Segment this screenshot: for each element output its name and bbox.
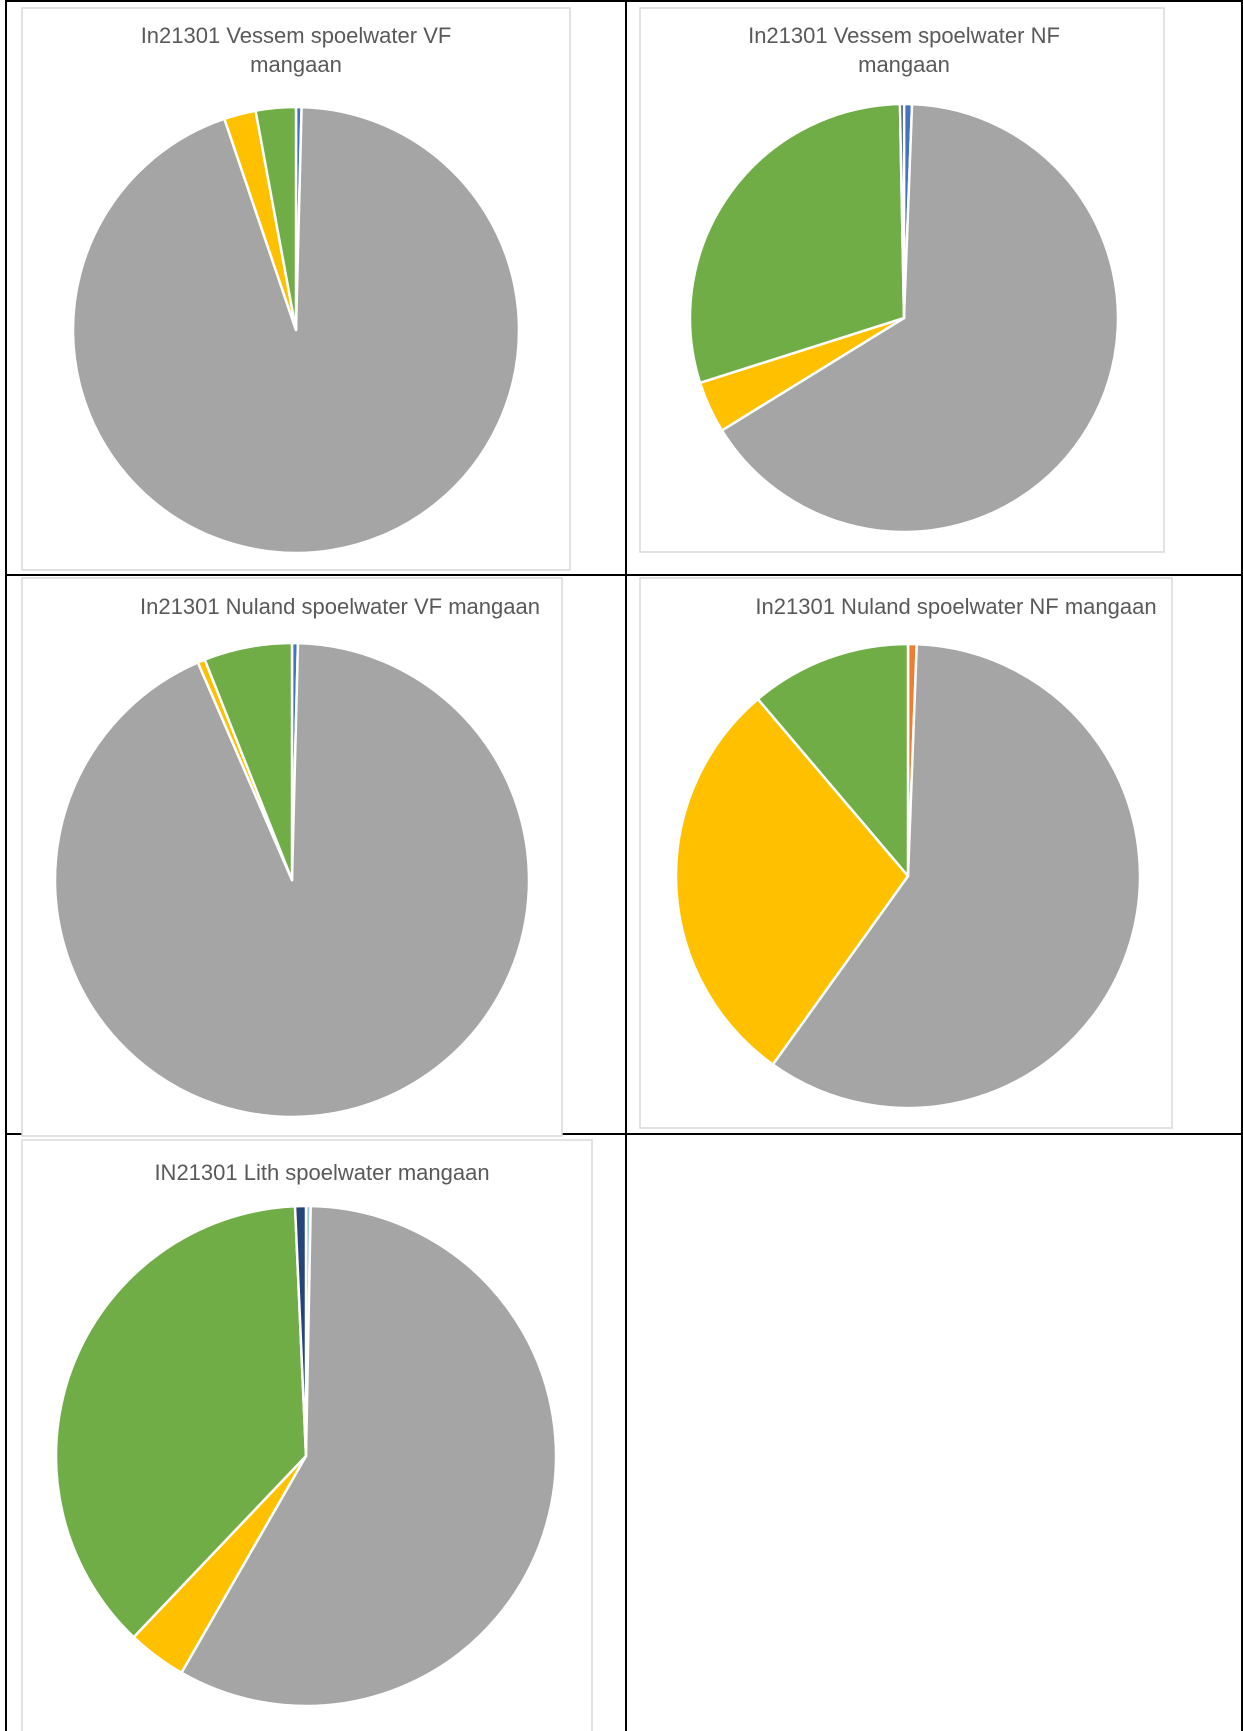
chart-1-slices [71, 105, 521, 555]
pie-slice-4-3 [674, 697, 910, 1066]
chart-2-slices [688, 102, 1120, 534]
chart-1-title-line-1: In21301 Vessem spoelwater VF [141, 23, 452, 48]
pie-slice-5-4 [54, 1204, 308, 1639]
pie-chart-5: IN21301 Lith spoelwater mangaan [54, 1160, 558, 1708]
pie-chart-3: In21301 Nuland spoelwater VF mangaan [53, 594, 540, 1119]
chart-2-title-line-1: In21301 Vessem spoelwater NF [748, 23, 1060, 48]
pie-slice-2-5 [898, 102, 906, 320]
chart-4-slices [674, 642, 1142, 1110]
pie-slice-1-4 [254, 105, 298, 332]
pie-slice-4-4 [756, 642, 910, 878]
chart-3-slices [53, 641, 531, 1119]
pie-chart-1: In21301 Vessem spoelwater VF mangaan [71, 23, 521, 555]
pie-chart-2: In21301 Vessem spoelwater NF mangaan [688, 23, 1120, 534]
pie-slice-5-5 [293, 1204, 308, 1458]
pie-slice-2-2 [720, 102, 1120, 534]
pie-slice-2-4 [688, 102, 906, 385]
pie-slice-3-4 [203, 641, 294, 882]
chart-5-title: IN21301 Lith spoelwater mangaan [154, 1160, 489, 1185]
chart-4-title: In21301 Nuland spoelwater NF mangaan [755, 594, 1156, 619]
pie-slice-5-2 [180, 1204, 558, 1708]
chart-3-title: In21301 Nuland spoelwater VF mangaan [140, 594, 540, 619]
pie-slice-4-2 [771, 642, 1142, 1110]
pie-chart-4: In21301 Nuland spoelwater NF mangaan [674, 594, 1157, 1110]
chart-1-title-line-2: mangaan [250, 52, 342, 77]
chart-5-slices [54, 1204, 558, 1708]
chart-2-title-line-2: mangaan [858, 52, 950, 77]
